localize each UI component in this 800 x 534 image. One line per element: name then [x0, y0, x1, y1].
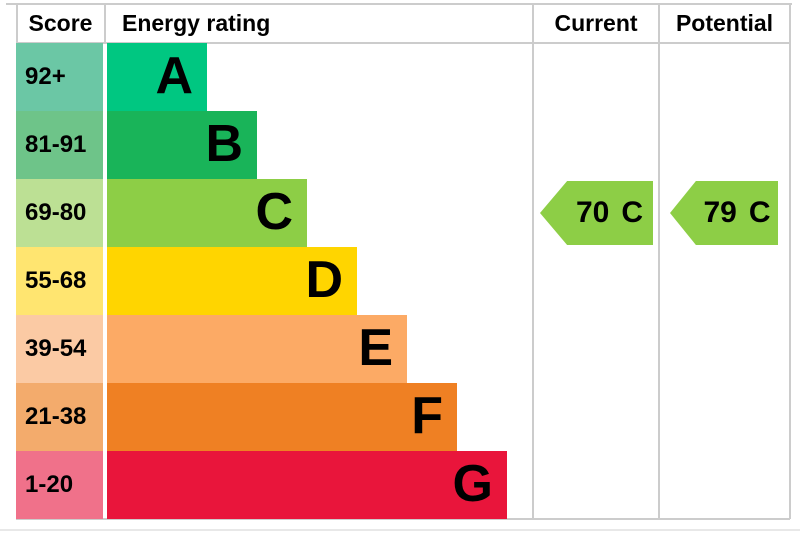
band-row-d: 55-68 D	[0, 247, 800, 315]
current-column-header: Current	[554, 10, 638, 36]
score-column-header: Score	[28, 10, 93, 36]
band-score-range: 69-80	[16, 179, 103, 247]
score-column-right-border	[104, 3, 106, 43]
score-column-left-border	[16, 3, 18, 43]
band-score-range: 39-54	[16, 315, 103, 383]
potential-column-header: Potential	[675, 10, 774, 36]
potential-rating-arrow: 79 C	[670, 181, 778, 245]
band-row-e: 39-54 E	[0, 315, 800, 383]
band-score-range: 55-68	[16, 247, 103, 315]
band-row-a: 92+ A	[0, 43, 800, 111]
band-bar: B	[107, 111, 257, 179]
band-score-range: 1-20	[16, 451, 103, 519]
current-column-right-border	[658, 3, 660, 519]
current-rating-score: 70	[575, 196, 610, 229]
current-rating-band: C	[621, 196, 644, 229]
energy-rating-column-header: Energy rating	[122, 10, 271, 36]
band-score-range: 81-91	[16, 111, 103, 179]
band-score-range: 92+	[16, 43, 103, 111]
band-score-range: 21-38	[16, 383, 103, 451]
band-bar: D	[107, 247, 357, 315]
current-rating-arrow: 70 C	[540, 181, 653, 245]
band-row-b: 81-91 B	[0, 111, 800, 179]
band-row-c: 69-80 C	[0, 179, 800, 247]
band-row-f: 21-38 F	[0, 383, 800, 451]
band-bar: A	[107, 43, 207, 111]
header-divider-line	[16, 42, 790, 44]
band-bar: G	[107, 451, 507, 519]
page-bottom-line	[0, 529, 800, 531]
table-right-border	[789, 3, 791, 519]
bottom-border-line	[16, 518, 790, 520]
potential-rating-band: C	[748, 196, 771, 229]
band-bar: E	[107, 315, 407, 383]
band-bar: F	[107, 383, 457, 451]
current-column-left-border	[532, 3, 534, 519]
top-border-line	[6, 3, 792, 5]
band-row-g: 1-20 G	[0, 451, 800, 519]
band-bar: C	[107, 179, 307, 247]
potential-rating-score: 79	[703, 196, 737, 229]
